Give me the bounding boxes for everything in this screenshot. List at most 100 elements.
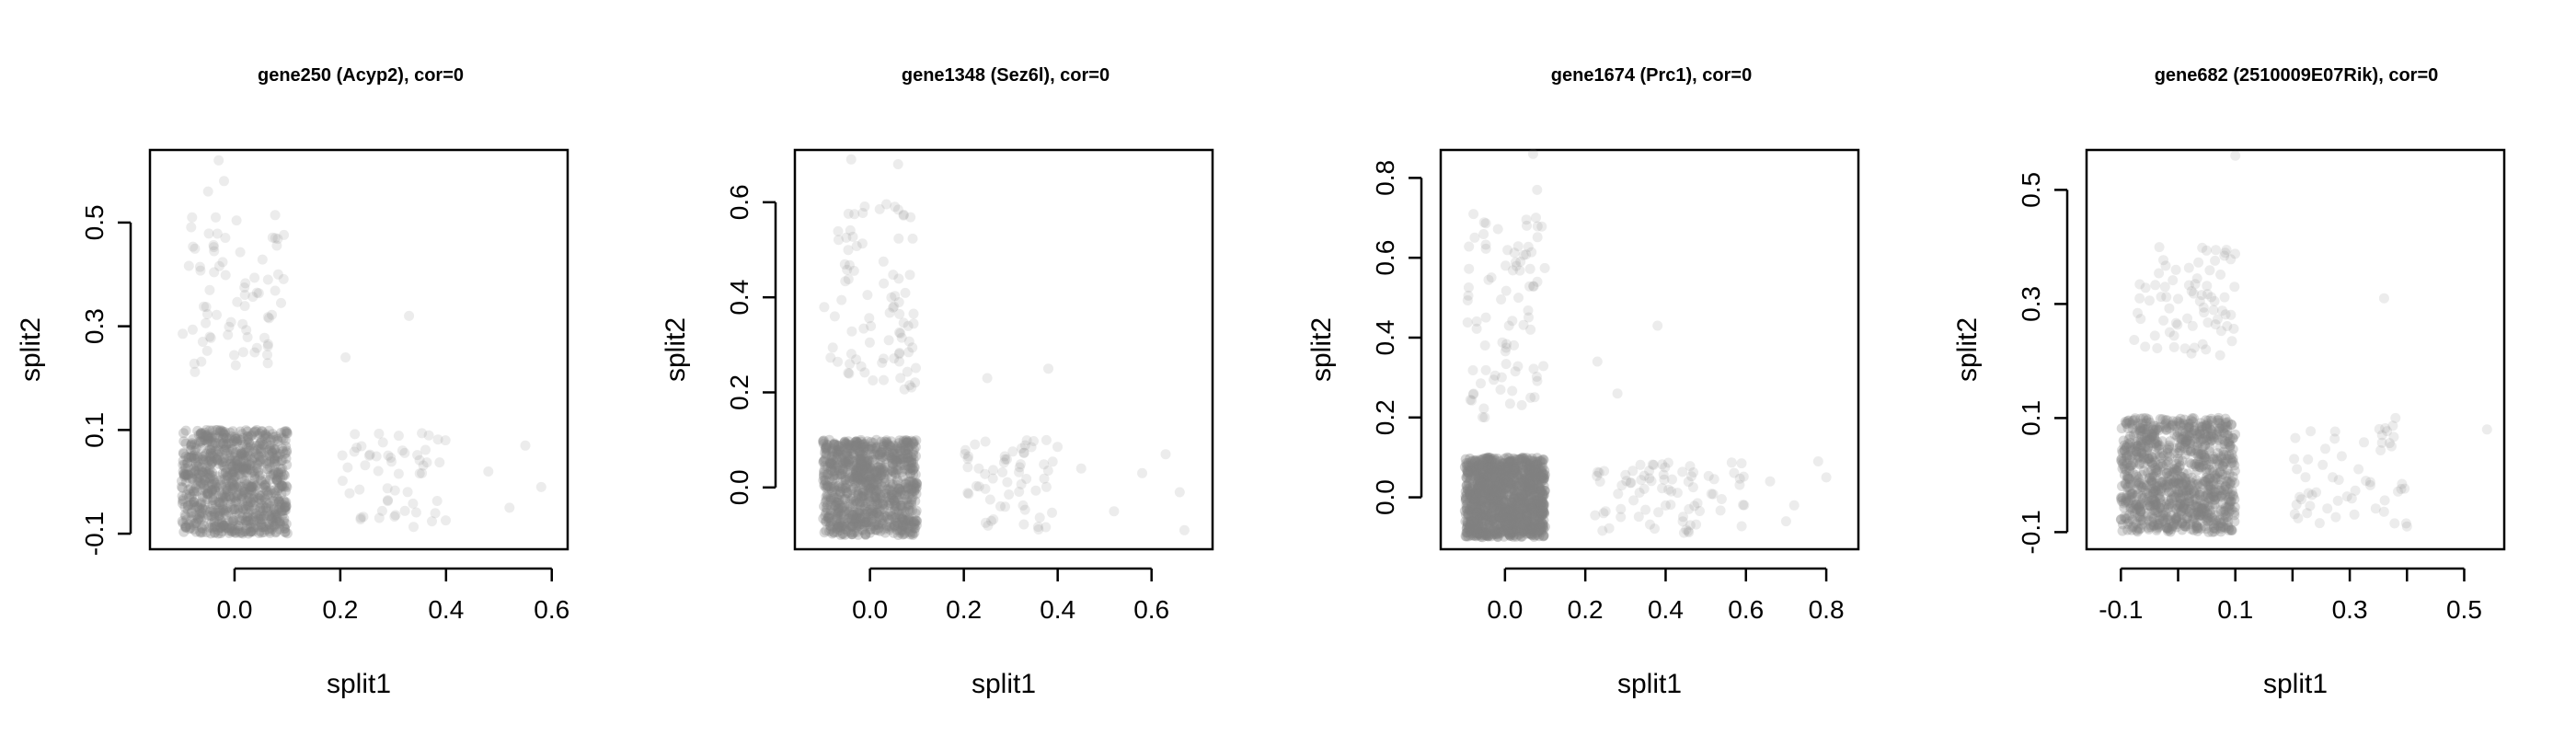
data-point (397, 445, 408, 456)
data-point (254, 527, 265, 538)
data-point (1616, 512, 1627, 523)
data-point (272, 469, 283, 480)
data-point (907, 233, 918, 244)
data-point (2202, 420, 2213, 431)
y-tick-label: 0.4 (725, 280, 753, 316)
data-point (222, 471, 233, 482)
data-point (274, 516, 285, 526)
data-point (209, 477, 219, 487)
data-point (225, 523, 236, 534)
data-point (410, 507, 421, 518)
data-point (195, 469, 206, 480)
data-point (197, 492, 208, 503)
data-point (342, 462, 353, 473)
data-point (355, 512, 366, 523)
data-point (2204, 265, 2215, 276)
data-point (205, 504, 216, 515)
data-point (432, 434, 443, 445)
data-point (213, 528, 224, 539)
data-point (374, 512, 385, 523)
data-point (278, 495, 289, 506)
data-point (235, 247, 246, 258)
data-point (216, 518, 227, 529)
data-point (249, 471, 260, 482)
data-point (282, 528, 293, 539)
data-point (1469, 232, 1480, 243)
data-point (209, 485, 220, 496)
data-point (263, 425, 274, 436)
data-point (235, 481, 246, 492)
data-point (889, 301, 900, 312)
data-point (2214, 426, 2225, 437)
data-point (214, 425, 225, 436)
data-point (242, 496, 253, 506)
data-point (213, 155, 224, 166)
data-point (208, 495, 219, 506)
data-point (231, 438, 242, 449)
data-point (256, 518, 267, 529)
data-point (2173, 293, 2183, 305)
data-point (192, 473, 203, 484)
data-point (982, 373, 993, 384)
data-point (219, 489, 230, 500)
data-point (861, 519, 872, 530)
data-point (2220, 247, 2231, 259)
data-point (1703, 470, 1714, 481)
data-point (1489, 513, 1501, 524)
data-point (911, 435, 922, 446)
data-point (389, 512, 400, 522)
data-point (827, 342, 838, 353)
data-point (350, 429, 361, 440)
data-point (199, 479, 210, 490)
data-point (1532, 375, 1543, 386)
data-point (902, 515, 913, 525)
data-point (224, 491, 236, 502)
data-point (232, 296, 243, 307)
data-point (841, 479, 852, 490)
data-point (197, 454, 208, 465)
data-point (2401, 521, 2412, 532)
data-point (237, 439, 248, 450)
data-point (229, 435, 240, 446)
data-point (259, 431, 270, 441)
data-point (828, 482, 839, 492)
data-point (875, 498, 885, 509)
data-point (220, 505, 231, 516)
data-point (261, 455, 272, 466)
data-point (255, 513, 266, 524)
data-point (264, 526, 275, 536)
data-point (263, 489, 274, 500)
data-point (212, 228, 223, 239)
data-point (233, 464, 244, 475)
data-point (855, 440, 866, 451)
data-point (878, 498, 889, 509)
data-point (199, 520, 210, 531)
data-point (2208, 305, 2219, 316)
data-point (282, 426, 293, 437)
data-point (222, 470, 233, 481)
data-point (236, 447, 247, 458)
data-point (239, 484, 250, 495)
data-point (856, 463, 867, 474)
data-point (205, 436, 216, 446)
data-point (962, 462, 973, 473)
data-point (238, 489, 249, 500)
data-point (245, 441, 256, 452)
data-point (258, 505, 269, 516)
x-tick-label: 0.5 (2446, 595, 2482, 624)
data-point (217, 460, 228, 471)
data-point (260, 502, 271, 513)
data-point (906, 452, 917, 463)
data-point (215, 491, 226, 502)
data-point (220, 444, 231, 455)
data-point (226, 525, 237, 536)
data-point (202, 456, 213, 467)
data-point (1478, 403, 1489, 414)
data-point (2202, 431, 2214, 442)
data-point (270, 233, 281, 244)
data-point (264, 462, 275, 473)
data-point (878, 465, 889, 476)
data-point (199, 474, 210, 485)
data-point (1474, 488, 1485, 499)
data-point (186, 440, 197, 451)
